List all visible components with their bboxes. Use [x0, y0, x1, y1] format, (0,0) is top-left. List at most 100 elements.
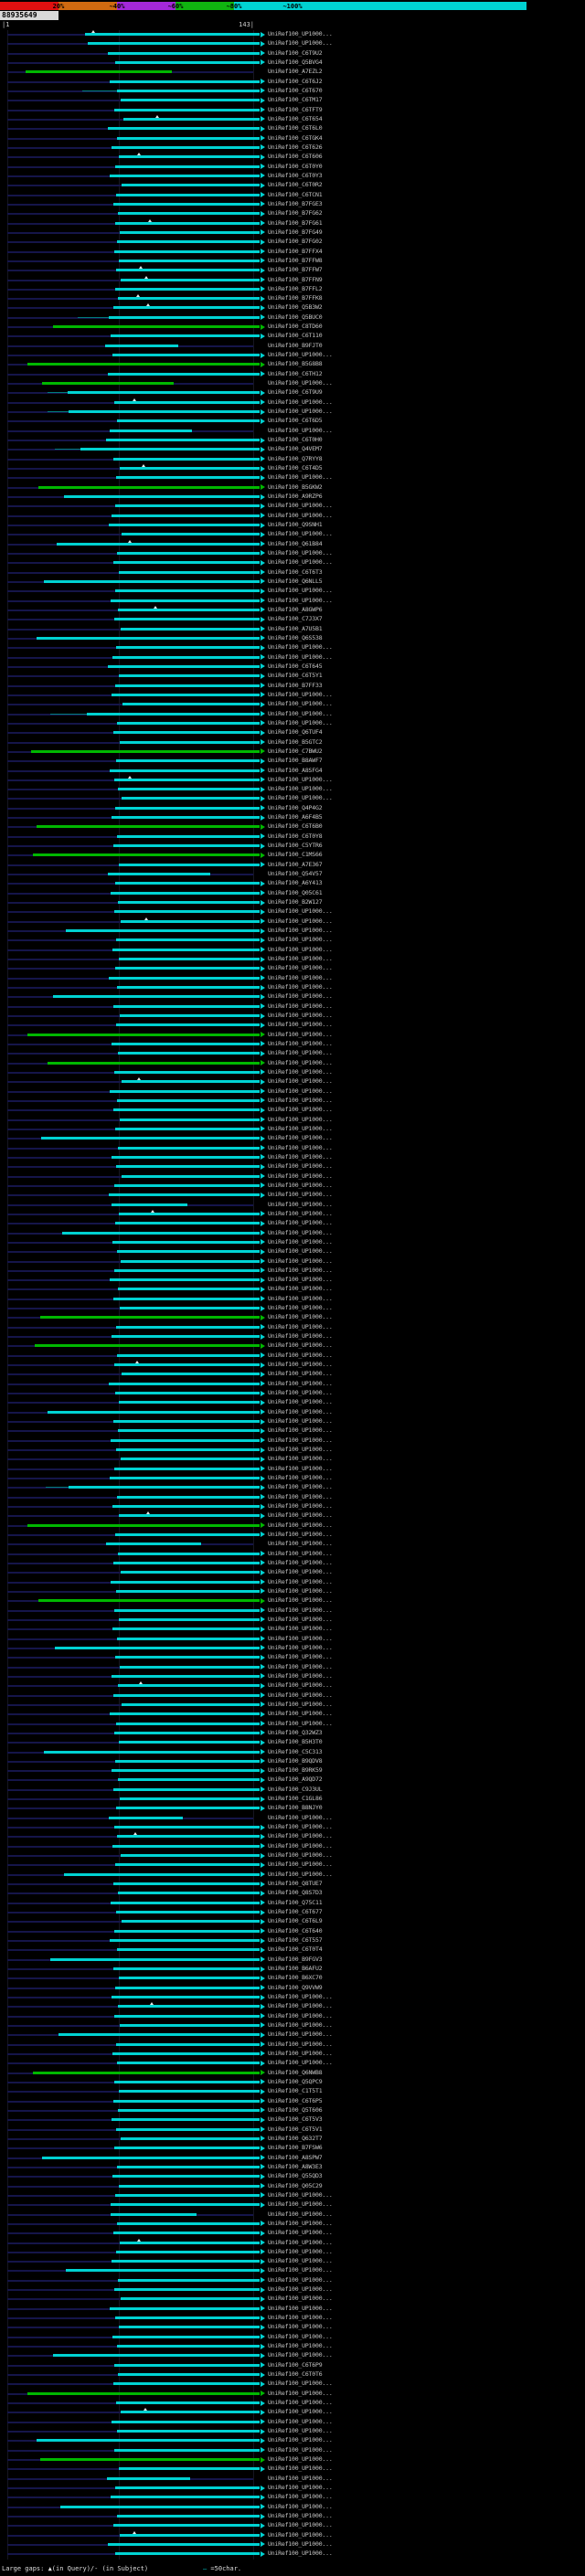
hit-bar[interactable]	[117, 2515, 260, 2518]
hit-bar[interactable]	[113, 844, 260, 848]
hit-label[interactable]: UniRef100_UP1000...	[268, 964, 333, 972]
hit-label[interactable]: UniRef100_C8TD60	[268, 323, 323, 331]
hit-bar[interactable]	[119, 1741, 260, 1744]
hit-bar[interactable]	[121, 627, 260, 631]
hit-bar[interactable]	[114, 1929, 260, 1933]
hit-bar[interactable]	[120, 230, 260, 234]
hit-bar[interactable]	[27, 1523, 260, 1527]
hit-bar[interactable]	[109, 1193, 260, 1197]
hit-label[interactable]: UniRef100_UP1000...	[268, 2474, 333, 2482]
hit-bar[interactable]	[113, 2524, 260, 2528]
hit-bar[interactable]	[121, 2297, 260, 2301]
hit-bar[interactable]	[119, 1977, 260, 1980]
hit-label[interactable]: UniRef100_C7J3X7	[268, 615, 323, 623]
hit-label[interactable]: UniRef100_UP1000...	[268, 1124, 333, 1132]
hit-label[interactable]: UniRef100_Q05C61	[268, 888, 323, 896]
hit-bar[interactable]	[64, 495, 260, 499]
hit-label[interactable]: UniRef100_B9FJT0	[268, 341, 323, 349]
hit-bar[interactable]	[114, 910, 260, 914]
hit-bar[interactable]	[116, 1911, 260, 1914]
hit-bar[interactable]	[122, 797, 260, 800]
hit-label[interactable]: UniRef100_Q6NWB8	[268, 2068, 323, 2076]
hit-label[interactable]: UniRef100_UP1000...	[268, 1143, 333, 1151]
hit-bar[interactable]	[115, 882, 260, 885]
hit-bar[interactable]	[115, 589, 260, 593]
hit-label[interactable]: UniRef100_UP1000...	[268, 1294, 333, 1302]
hit-label[interactable]: UniRef100_UP1000...	[268, 2304, 333, 2312]
hit-bar[interactable]	[112, 1674, 260, 1678]
hit-bar[interactable]	[115, 287, 260, 291]
hit-label[interactable]: UniRef100_B7FG61	[268, 218, 323, 227]
hit-bar[interactable]	[123, 117, 260, 121]
hit-bar[interactable]	[119, 1617, 260, 1621]
hit-label[interactable]: UniRef100_UP1000...	[268, 1030, 333, 1038]
hit-label[interactable]: UniRef100_C1MS66	[268, 851, 323, 859]
hit-bar[interactable]	[69, 1486, 260, 1489]
hit-label[interactable]: UniRef100_UP1000...	[268, 1870, 333, 1878]
hit-label[interactable]: UniRef100_UP1000...	[268, 1389, 333, 1397]
hit-bar[interactable]	[111, 334, 260, 338]
hit-bar[interactable]	[115, 1532, 260, 1536]
hit-bar[interactable]	[114, 1826, 260, 1829]
hit-label[interactable]: UniRef100_UP1000...	[268, 1568, 333, 1576]
hit-bar[interactable]	[117, 419, 260, 423]
hit-label[interactable]: UniRef100_UP1000...	[268, 1474, 333, 1482]
hit-bar[interactable]	[120, 1797, 260, 1801]
hit-label[interactable]: UniRef100_B6XC70	[268, 1974, 323, 1982]
hit-label[interactable]: UniRef100_UP1000...	[268, 1643, 333, 1651]
hit-label[interactable]: UniRef100_UP1000...	[268, 1181, 333, 1189]
hit-bar[interactable]	[114, 400, 260, 404]
hit-label[interactable]: UniRef100_A6F4B5	[268, 813, 323, 822]
hit-bar[interactable]	[118, 1684, 260, 1688]
hit-bar[interactable]	[116, 646, 260, 650]
hit-bar[interactable]	[110, 429, 192, 432]
hit-label[interactable]: UniRef100_UP1000...	[268, 2389, 333, 2397]
hit-label[interactable]: UniRef100_UP1000...	[268, 2257, 333, 2265]
hit-bar[interactable]	[115, 164, 260, 168]
hit-bar[interactable]	[118, 608, 260, 611]
hit-label[interactable]: UniRef100_C6T9U2	[268, 48, 323, 57]
hit-bar[interactable]	[122, 1920, 260, 1924]
hit-label[interactable]: UniRef100_UP1000...	[268, 1549, 333, 1557]
hit-label[interactable]: UniRef100_UP1000...	[268, 2455, 333, 2464]
hit-bar[interactable]	[115, 60, 260, 64]
hit-label[interactable]: UniRef100_UP1000...	[268, 1841, 333, 1850]
hit-label[interactable]: UniRef100_A9RZP6	[268, 493, 323, 501]
hit-label[interactable]: UniRef100_Q54V57	[268, 870, 323, 878]
hit-label[interactable]: UniRef100_UP1000...	[268, 1021, 333, 1029]
hit-label[interactable]: UniRef100_C6T6B0	[268, 822, 323, 831]
hit-bar[interactable]	[114, 2363, 260, 2367]
hit-bar[interactable]	[116, 2250, 260, 2253]
hit-bar[interactable]	[121, 99, 260, 102]
hit-label[interactable]: UniRef100_C6T0Y8	[268, 832, 323, 840]
hit-label[interactable]: UniRef100_UP1000...	[268, 30, 333, 37]
hit-label[interactable]: UniRef100_A7U5B1	[268, 624, 323, 632]
hit-bar[interactable]	[114, 618, 260, 621]
hit-label[interactable]: UniRef100_UP1000...	[268, 1455, 333, 1463]
hit-bar[interactable]	[117, 2165, 260, 2168]
hit-bar[interactable]	[111, 599, 260, 602]
hit-label[interactable]: UniRef100_C6T645	[268, 662, 323, 670]
hit-bar[interactable]	[112, 1240, 260, 1244]
hit-bar[interactable]	[38, 1599, 260, 1603]
hit-bar[interactable]	[115, 2193, 260, 2197]
hit-bar[interactable]	[113, 1967, 260, 1971]
hit-bar[interactable]	[117, 2430, 260, 2433]
hit-bar[interactable]	[115, 2316, 260, 2320]
hit-bar[interactable]	[116, 938, 260, 942]
hit-bar[interactable]	[110, 1939, 260, 1943]
hit-label[interactable]: UniRef100_UP1000...	[268, 1993, 333, 2001]
hit-label[interactable]: UniRef100_UP1000...	[268, 917, 333, 925]
hit-label[interactable]: UniRef100_UP1000...	[268, 1426, 333, 1435]
hit-label[interactable]: UniRef100_Q75C11	[268, 1898, 323, 1906]
hit-label[interactable]: UniRef100_A6Y413	[268, 879, 323, 887]
hit-label[interactable]: UniRef100_B9QDV8	[268, 1756, 323, 1765]
hit-label[interactable]: UniRef100_UP1000...	[268, 1285, 333, 1293]
hit-bar[interactable]	[115, 806, 260, 810]
hit-label[interactable]: UniRef100_C6T677	[268, 1908, 323, 1916]
hit-label[interactable]: UniRef100_UP1000...	[268, 1077, 333, 1086]
hit-bar[interactable]	[119, 674, 260, 678]
hit-label[interactable]: UniRef100_UP1000...	[268, 1596, 333, 1605]
hit-bar[interactable]	[119, 863, 260, 866]
hit-bar[interactable]	[112, 816, 260, 820]
